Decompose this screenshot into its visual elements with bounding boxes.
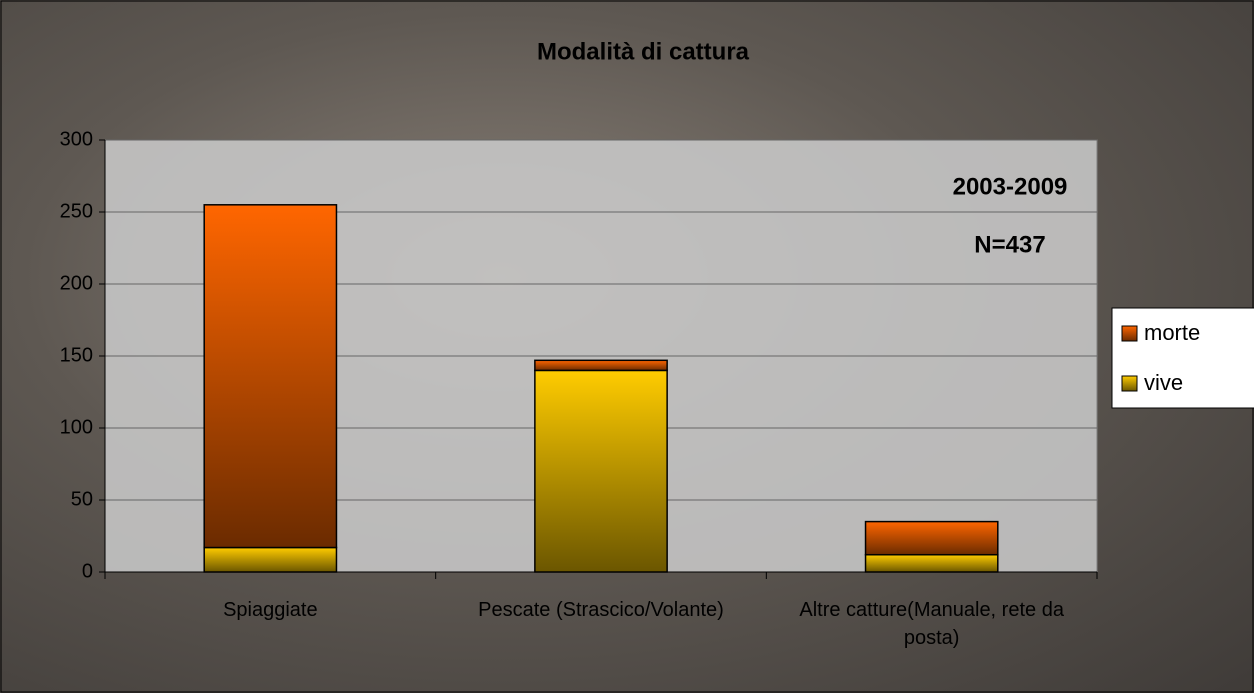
legend-swatch xyxy=(1121,325,1138,342)
legend-label: vive xyxy=(1144,370,1183,395)
y-tick-label: 250 xyxy=(60,200,93,222)
legend-swatch xyxy=(1121,375,1138,392)
x-tick-label: Spiaggiate xyxy=(223,599,318,621)
bar-segment xyxy=(864,520,999,556)
chart-title: Modalità di cattura xyxy=(537,38,750,65)
bar-segment xyxy=(534,359,668,372)
annotation: 2003-2009 xyxy=(953,173,1068,200)
bar-segment xyxy=(203,204,338,549)
x-tick-label: Altre catture(Manuale, rete da posta) xyxy=(799,599,1064,649)
y-tick-label: 100 xyxy=(60,416,93,438)
legend-label: morte xyxy=(1144,320,1200,345)
bar-segment xyxy=(864,553,999,573)
y-tick-label: 0 xyxy=(82,560,93,582)
y-tick-label: 150 xyxy=(60,344,93,366)
x-tick-label: Pescate (Strascico/Volante) xyxy=(478,599,724,621)
annotation: N=437 xyxy=(974,231,1045,258)
bar-segment xyxy=(534,369,668,573)
y-tick-label: 200 xyxy=(60,272,93,294)
bar-segment xyxy=(203,546,338,573)
y-tick-label: 300 xyxy=(60,128,93,150)
y-tick-label: 50 xyxy=(71,488,93,510)
